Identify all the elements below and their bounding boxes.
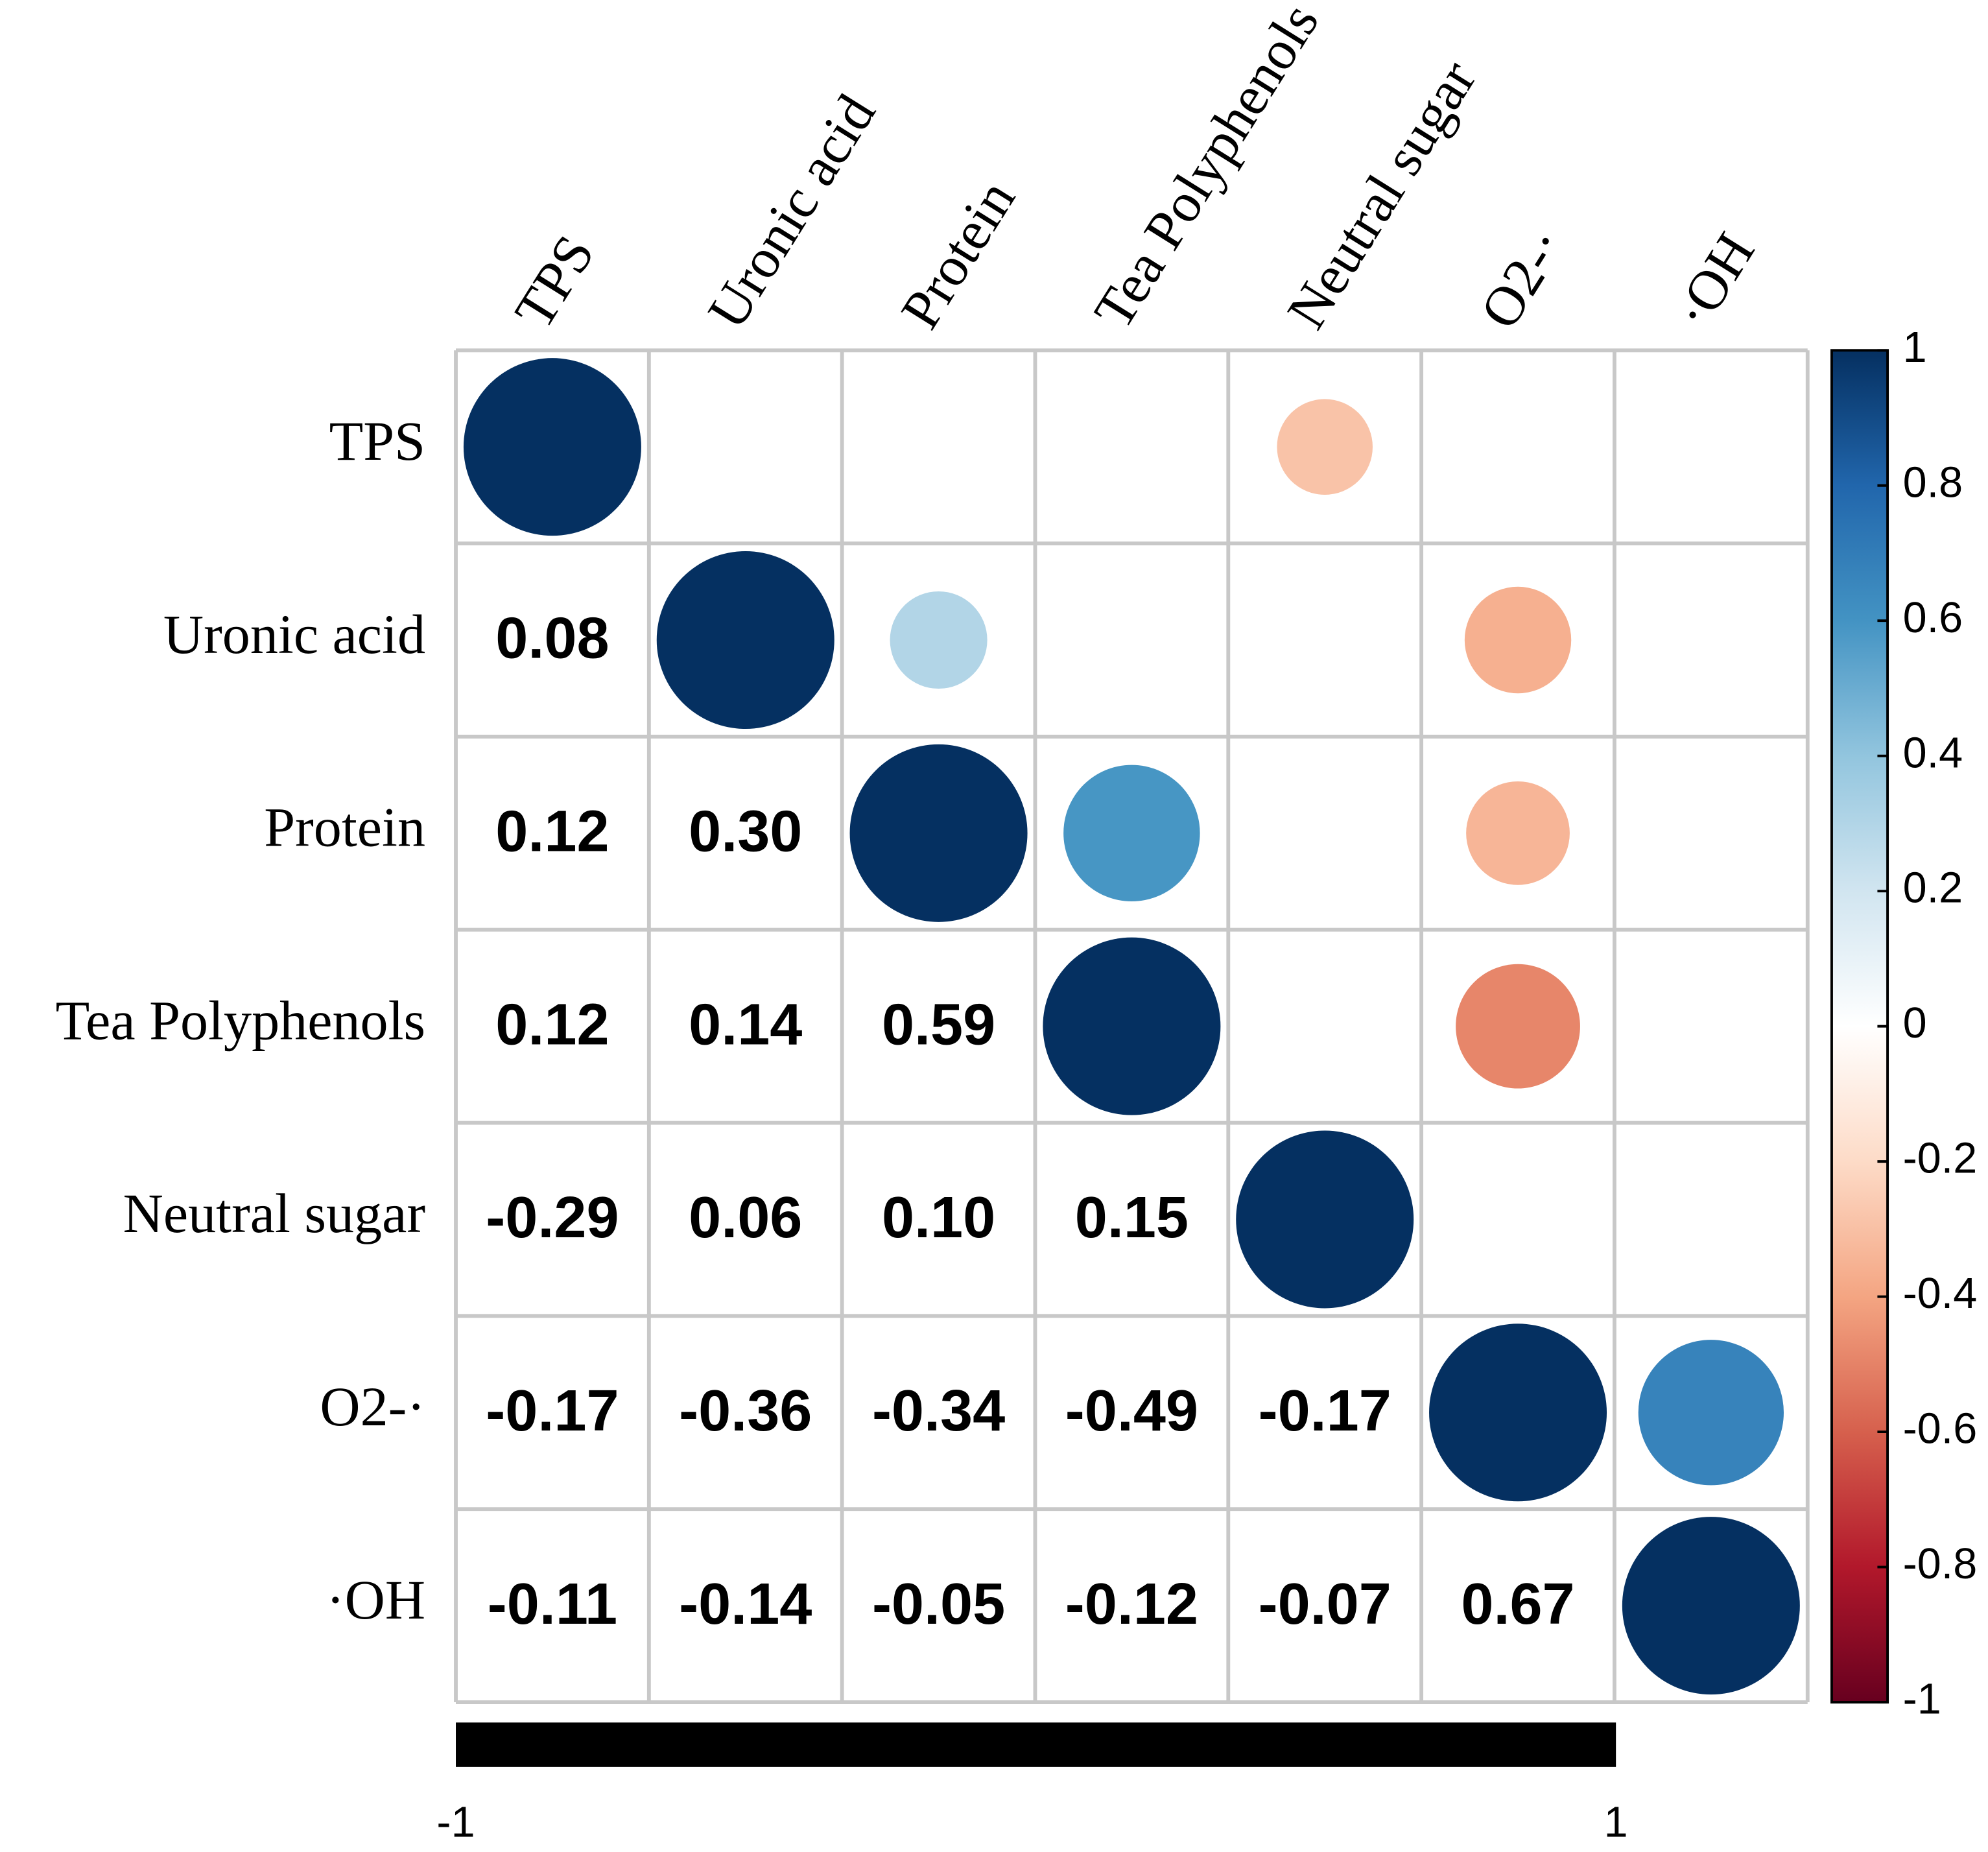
value-label: -0.17 — [1259, 1378, 1391, 1443]
value-label: 0.06 — [689, 1185, 802, 1250]
row-label: O2-· — [320, 1375, 425, 1438]
value-label: 0.14 — [689, 991, 802, 1057]
correlation-circle — [1464, 586, 1572, 694]
colorbar-tick-label: -0.4 — [1903, 1270, 1978, 1318]
value-label: 0.30 — [689, 799, 802, 864]
correlation-circle — [1466, 781, 1570, 885]
row-label: TPS — [329, 410, 425, 472]
correlation-circle — [1429, 1324, 1607, 1502]
colorbar-tick-label: -1 — [1903, 1676, 1941, 1724]
column-label: O2-· — [1468, 217, 1577, 339]
column-label: Uronic acid — [696, 84, 888, 339]
column-label: TPS — [503, 224, 606, 339]
correlation-circle — [1456, 964, 1580, 1089]
value-label: 0.15 — [1075, 1185, 1189, 1250]
correlation-circle — [1638, 1340, 1784, 1486]
value-label: -0.34 — [872, 1378, 1005, 1443]
column-label: ·OH — [1661, 222, 1767, 339]
x-tick-label: -1 — [436, 1798, 475, 1846]
colorbar-tick-label: 0.8 — [1903, 458, 1963, 506]
correlation-circle — [849, 744, 1028, 922]
row-label: Protein — [264, 796, 425, 859]
colorbar-tick-label: 0.4 — [1903, 729, 1963, 777]
colorbar-tick-label: 0 — [1903, 999, 1927, 1047]
correlation-circle — [1236, 1130, 1414, 1309]
value-label: 0.12 — [495, 991, 609, 1057]
column-label: Protein — [889, 169, 1027, 339]
row-label: ·OH — [326, 1569, 425, 1631]
value-label: -0.12 — [1065, 1571, 1198, 1637]
value-label: -0.14 — [679, 1571, 812, 1637]
colorbar-tick-label: 0.6 — [1903, 594, 1963, 642]
colorbar-tick-label: 1 — [1903, 324, 1927, 372]
correlation-circle — [656, 551, 834, 729]
colorbar-tick-label: 0.2 — [1903, 864, 1963, 912]
value-label: 0.08 — [495, 606, 609, 671]
row-label: Neutral sugar — [123, 1182, 425, 1244]
value-label: -0.11 — [488, 1571, 617, 1637]
correlation-circle — [1277, 399, 1373, 495]
correlation-circle — [1043, 937, 1221, 1115]
value-label: 0.12 — [495, 799, 609, 864]
value-label: -0.49 — [1065, 1378, 1198, 1443]
value-label: -0.36 — [679, 1378, 812, 1443]
value-label: -0.29 — [486, 1185, 619, 1250]
row-label: Tea Polyphenols — [56, 989, 425, 1051]
correlation-circle — [890, 591, 988, 689]
value-label: -0.05 — [872, 1571, 1005, 1637]
colorbar-tick-label: -0.6 — [1903, 1405, 1978, 1453]
size-legend-bar — [456, 1722, 1616, 1767]
correlation-circle — [1622, 1517, 1800, 1695]
correlation-circle — [1063, 765, 1200, 902]
value-label: -0.17 — [486, 1378, 619, 1443]
correlation-circle — [463, 358, 641, 536]
value-label: 0.59 — [882, 991, 995, 1057]
value-label: 0.10 — [882, 1185, 995, 1250]
value-label: 0.67 — [1461, 1571, 1574, 1637]
row-label: Uronic acid — [163, 603, 425, 665]
value-label: -0.07 — [1259, 1571, 1391, 1637]
colorbar-tick-label: -0.8 — [1903, 1540, 1978, 1588]
colorbar-tick-label: -0.2 — [1903, 1135, 1978, 1183]
column-label: Neutral sugar — [1275, 50, 1488, 339]
x-tick-label: 1 — [1604, 1798, 1628, 1846]
